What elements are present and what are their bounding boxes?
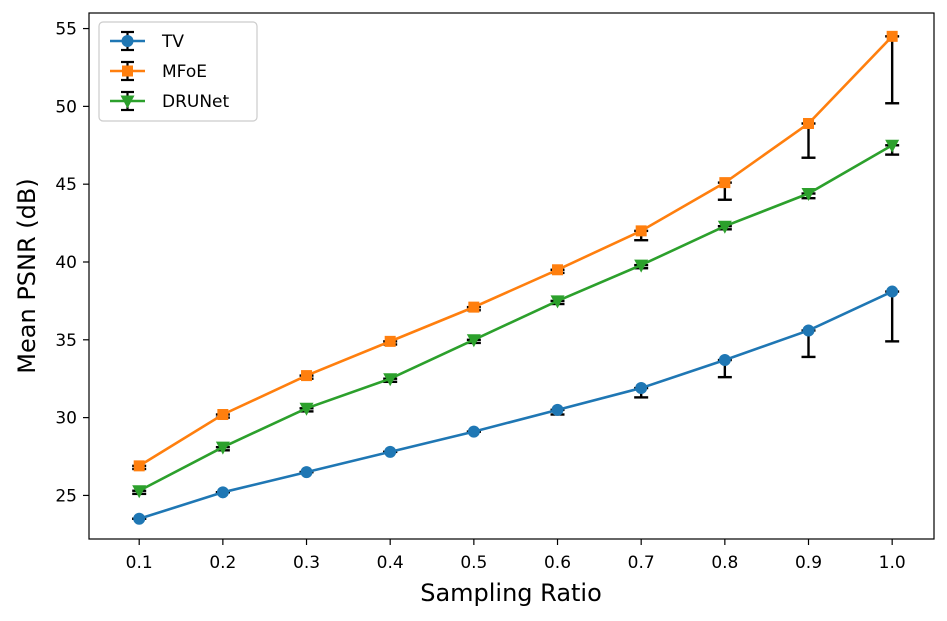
data-point-mfoe-9 [886,30,898,42]
data-point-mfoe-3 [384,335,396,347]
x-tick-label: 0.2 [209,553,236,573]
x-tick-label: 0.7 [628,553,655,573]
legend: TV MFoE DRUNet [98,21,258,122]
data-point-drunet-4 [466,334,481,348]
x-axis-ticks: 0.1 0.2 0.3 0.4 0.5 0.6 0.7 0.8 0.9 1.0 [126,539,906,573]
data-point-drunet-7 [717,220,732,234]
data-point-drunet-6 [634,259,649,273]
data-point-tv-9 [886,285,899,298]
data-point-mfoe-8 [803,117,815,129]
series-line-drunet [138,144,893,492]
data-point-tv-6 [635,382,648,395]
data-point-mfoe-2 [301,370,313,382]
data-point-drunet-3 [383,373,398,387]
legend-marker-tv [121,35,134,47]
data-point-tv-1 [216,486,229,499]
series-line-mfoe [138,35,894,467]
y-axis-ticks: 25 30 35 40 45 50 55 [55,20,89,506]
data-point-drunet-1 [215,441,230,455]
legend-marker-drunet [120,95,135,109]
x-tick-label: 0.6 [544,553,571,573]
x-axis-label: Sampling Ratio [420,579,602,607]
legend-label-mfoe: MFoE [162,62,207,82]
data-point-drunet-5 [550,295,565,309]
data-point-mfoe-6 [635,225,647,237]
data-point-drunet-0 [132,485,147,499]
data-point-mfoe-1 [217,409,229,421]
legend-entry-tv: TV [110,30,184,52]
x-tick-label: 0.3 [293,553,320,573]
data-point-drunet-8 [801,188,816,202]
y-tick-label: 40 [55,253,77,273]
series-line-tv [138,290,893,521]
data-point-drunet-2 [299,402,314,416]
y-axis-label: Mean PSNR (dB) [13,178,41,373]
legend-entry-mfoe: MFoE [110,60,207,82]
y-tick-label: 45 [55,175,77,195]
data-point-drunet-9 [885,139,900,153]
y-tick-label: 35 [55,331,77,351]
y-tick-label: 25 [55,486,77,506]
data-point-tv-5 [551,403,564,416]
plot-frame [88,12,935,540]
y-tick-label: 30 [55,409,77,429]
x-tick-label: 0.8 [711,553,738,573]
legend-box [98,21,258,122]
x-tick-label: 0.1 [126,553,153,573]
y-tick-label: 55 [55,20,77,40]
data-point-tv-4 [467,425,480,438]
data-point-tv-7 [718,354,731,367]
data-point-mfoe-0 [133,460,145,472]
x-tick-label: 0.9 [795,553,822,573]
data-point-mfoe-4 [468,301,480,313]
data-point-mfoe-5 [552,264,564,276]
plot-marks [132,30,900,525]
x-tick-label: 0.4 [377,553,404,573]
data-point-mfoe-7 [719,177,731,189]
data-point-tv-2 [300,466,313,479]
data-point-tv-3 [384,445,397,458]
y-tick-label: 50 [55,97,77,117]
data-point-tv-0 [133,512,146,525]
legend-label-drunet: DRUNet [162,92,230,112]
x-tick-label: 0.5 [460,553,487,573]
data-point-tv-8 [802,324,815,337]
x-tick-label: 1.0 [879,553,906,573]
legend-label-tv: TV [161,32,184,52]
legend-entry-drunet: DRUNet [110,90,230,112]
legend-marker-mfoe [122,65,133,77]
